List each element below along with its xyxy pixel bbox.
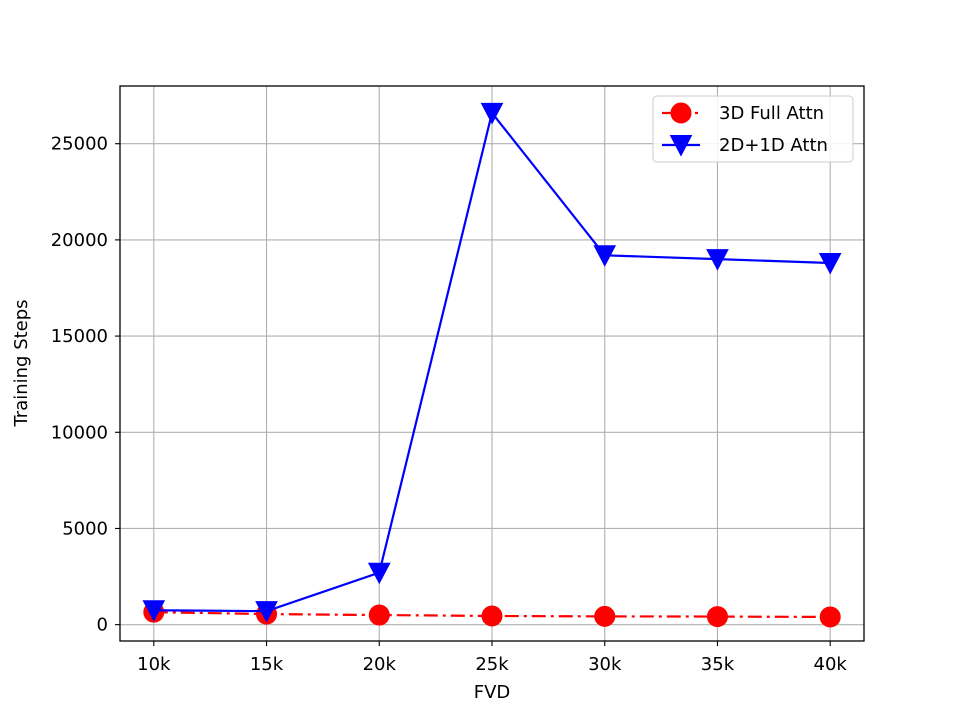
- series-layer: [142, 102, 842, 628]
- grid-lines: [120, 86, 864, 641]
- x-tick-label: 25k: [475, 654, 509, 675]
- x-tick-label: 10k: [137, 654, 171, 675]
- x-axis-label: FVD: [474, 682, 511, 703]
- y-tick-label: 10000: [51, 422, 108, 443]
- x-tick-label: 35k: [701, 654, 735, 675]
- y-tick-label: 20000: [51, 230, 108, 251]
- data-point: [142, 600, 166, 622]
- x-tick-label: 40k: [814, 654, 848, 675]
- legend-label: 2D+1D Attn: [719, 135, 828, 156]
- series-1: [142, 102, 842, 623]
- y-axis-label: Training Steps: [11, 299, 32, 427]
- x-tick-label: 30k: [588, 654, 622, 675]
- y-tick-label: 15000: [51, 326, 108, 347]
- data-point: [368, 604, 390, 626]
- x-tick-label: 20k: [363, 654, 397, 675]
- legend-label: 3D Full Attn: [719, 103, 824, 124]
- axis-ticks: 10k 15k 20k 25k 30k 35k 40k 0 5000 10000 15000 2000…: [51, 134, 848, 675]
- legend-box: [652, 95, 854, 163]
- y-tick-label: 25000: [51, 134, 108, 155]
- y-tick-label: 5000: [62, 518, 108, 539]
- data-point: [480, 102, 504, 125]
- x-tick-label: 15k: [250, 654, 284, 675]
- data-point: [593, 245, 617, 267]
- legend: 3D Full Attn 2D+1D Attn: [652, 95, 854, 163]
- data-point: [255, 601, 278, 623]
- y-tick-label: 0: [97, 615, 108, 636]
- legend-marker: [669, 135, 693, 157]
- data-point: [706, 249, 729, 271]
- legend-marker: [670, 102, 692, 124]
- data-point: [367, 562, 391, 585]
- data-point: [481, 605, 503, 627]
- data-point: [818, 252, 842, 275]
- data-point: [594, 605, 616, 627]
- data-point: [706, 606, 728, 628]
- data-point: [819, 606, 841, 628]
- series-0: [143, 601, 841, 628]
